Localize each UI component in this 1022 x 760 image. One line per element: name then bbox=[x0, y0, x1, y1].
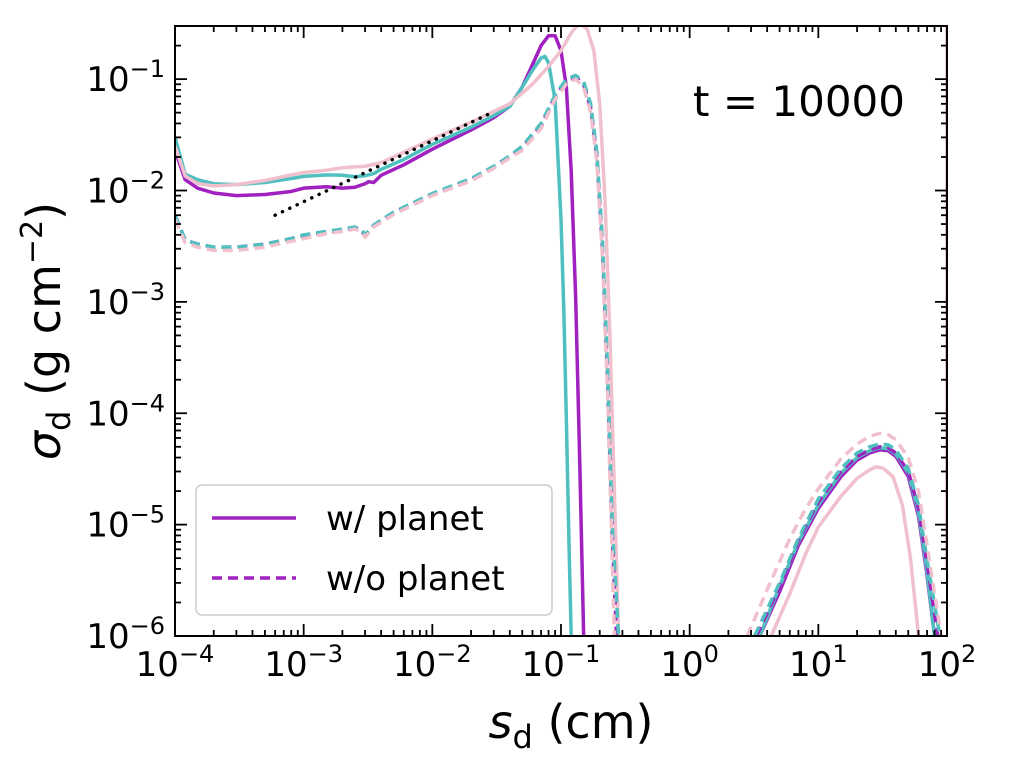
x-tick-label: 10−3 bbox=[264, 640, 343, 685]
x-tick-label: 100 bbox=[660, 640, 719, 685]
legend: w/ planet w/o planet bbox=[195, 484, 553, 616]
y-axis-label: σd (g cm−2) bbox=[15, 202, 78, 460]
x-tick-label: 10−4 bbox=[136, 640, 215, 685]
series-line-8 bbox=[769, 465, 921, 636]
y-tick-label: 10−5 bbox=[86, 501, 165, 546]
series-line-4 bbox=[175, 73, 621, 636]
y-tick-label: 10−6 bbox=[86, 612, 165, 657]
y-tick-label: 10−1 bbox=[86, 55, 165, 100]
y-tick-label: 10−3 bbox=[86, 278, 165, 323]
series-line-11 bbox=[745, 431, 943, 636]
legend-label: w/o planet bbox=[326, 559, 505, 599]
x-tick-label: 10−2 bbox=[393, 640, 472, 685]
y-tick-label: 10−2 bbox=[86, 167, 165, 212]
x-tick-label: 101 bbox=[789, 640, 848, 685]
time-annotation: t = 10000 bbox=[693, 77, 905, 126]
series-line-10 bbox=[753, 442, 942, 636]
y-tick-label: 10−4 bbox=[86, 389, 165, 434]
series-line-5 bbox=[175, 77, 617, 636]
ticks-layer bbox=[174, 25, 948, 637]
x-tick-label: 10−1 bbox=[522, 640, 601, 685]
x-axis-label: sd (cm) bbox=[489, 695, 654, 756]
series-layer bbox=[175, 26, 947, 636]
x-tick-label: 102 bbox=[918, 640, 977, 685]
series-line-12 bbox=[273, 109, 496, 217]
series-line-2 bbox=[175, 26, 621, 636]
labels-layer: 10−4 10−3 10−2 10−1 100 101 102 10−6 10−5 10−4 10−… bbox=[15, 55, 976, 756]
legend-label: w/ planet bbox=[326, 499, 484, 539]
